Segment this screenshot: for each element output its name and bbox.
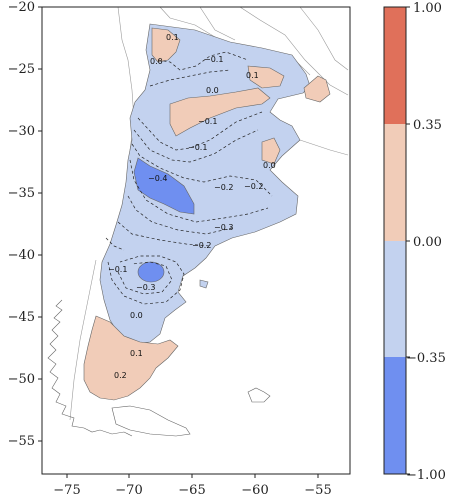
x-tick-label: −60 [241, 483, 268, 498]
tierra-del-fuego [111, 405, 191, 437]
small-island [199, 279, 209, 289]
contour-line [133, 129, 259, 163]
contour-labels: 0.1 0.0 −0.1 0.1 0.0 −0.1 −0.1 −0.4 −0.2… [108, 33, 276, 380]
plot-frame [41, 6, 351, 475]
colorbar-label: 0.35 [413, 118, 442, 133]
region-positive-patagonia [83, 315, 179, 401]
border-chile-south [69, 259, 97, 421]
contour-label: 0.0 [150, 57, 163, 66]
x-tick-label: −65 [178, 483, 205, 498]
contour-label: −0.1 [204, 55, 223, 64]
contour-label: −0.2 [192, 241, 211, 250]
contour-line [137, 111, 263, 151]
contour-line [131, 143, 273, 197]
y-axis [38, 6, 42, 442]
region-positive-east [261, 137, 281, 165]
region-positive-misiones [247, 65, 285, 89]
contour-label: −0.3 [136, 283, 155, 292]
contour-label: −0.2 [214, 183, 233, 192]
border-paraguay-brazil [299, 6, 349, 71]
y-tick-label: −40 [8, 248, 35, 263]
colorbar-segment [384, 241, 406, 357]
x-tick-label: −70 [115, 483, 142, 498]
colorbar: 1.00 0.35 0.00 −0.35 −1.00 [383, 1, 446, 483]
contour-label: 0.1 [246, 71, 259, 80]
contour-label: −0.3 [214, 223, 233, 232]
colorbar-segment [384, 124, 406, 241]
falkland-islands [247, 387, 271, 403]
y-tick-label: −35 [8, 186, 35, 201]
y-tick-labels: −20 −25 −30 −35 −40 −45 −50 −55 [8, 0, 35, 449]
colorbar-segment [384, 7, 406, 124]
contour-label: −0.1 [188, 143, 207, 152]
contour-label: −0.1 [198, 117, 217, 126]
contour-line [107, 255, 185, 305]
y-tick-label: −30 [8, 124, 35, 139]
colorbar-label: −0.35 [406, 351, 446, 366]
contour-line [117, 261, 173, 295]
region-negative-strong-south [137, 261, 165, 283]
contour-label: 0.1 [130, 349, 143, 358]
y-tick-label: −45 [8, 310, 35, 325]
contour-lines [105, 51, 273, 305]
region-positive-north [151, 27, 181, 63]
contour-label: −0.2 [244, 182, 263, 191]
colorbar-label: −1.00 [406, 468, 446, 483]
y-tick-label: −55 [8, 434, 35, 449]
border-bolivia-paraguay [199, 6, 236, 41]
x-tick-labels: −75 −70 −65 −60 −55 [53, 483, 331, 498]
colorbar-label: 1.00 [413, 1, 442, 16]
y-tick-label: −25 [8, 62, 35, 77]
colorbar-segment [384, 357, 406, 474]
x-tick-label: −55 [304, 483, 331, 498]
chile-fjord-coast [47, 299, 133, 437]
contour-label: −0.4 [148, 174, 167, 183]
contour-line [117, 221, 211, 247]
contour-line [127, 195, 233, 235]
region-negative-strong-north [133, 157, 195, 215]
contour-label: 0.2 [114, 371, 127, 380]
contour-line [149, 69, 231, 87]
x-tick-label: −75 [53, 483, 80, 498]
contour-line [157, 51, 249, 71]
contour-label: 0.0 [206, 86, 219, 95]
contour-label: 0.0 [263, 161, 276, 170]
colorbar-label: 0.00 [413, 235, 442, 250]
contour-line [105, 237, 125, 251]
contour-label: −0.1 [108, 265, 127, 274]
y-tick-label: −20 [8, 0, 35, 15]
contour-label: 0.1 [166, 33, 179, 42]
region-positive-central [169, 87, 271, 137]
contour-label: 0.0 [130, 311, 143, 320]
region-positive-far-ne [303, 75, 331, 103]
y-tick-label: −50 [8, 372, 35, 387]
x-axis [66, 474, 319, 478]
contour-line [129, 159, 269, 223]
border-brazil [239, 6, 349, 96]
